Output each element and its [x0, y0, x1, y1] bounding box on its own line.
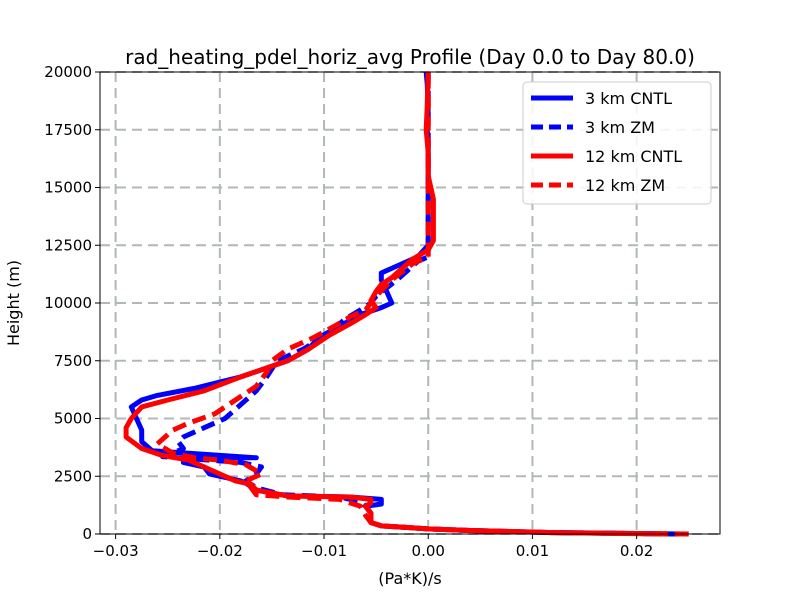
chart-title: rad_heating_pdel_horiz_avg Profile (Day …: [125, 45, 695, 69]
legend-label: 12 km ZM: [585, 176, 665, 195]
y-tick-label: 17500: [44, 121, 92, 139]
y-tick-label: 0: [82, 525, 92, 543]
series-line-4: [154, 72, 689, 537]
legend: 3 km CNTL 3 km ZM 12 km CNTL 12 km ZM: [522, 81, 712, 205]
y-tick-label: 15000: [44, 179, 92, 197]
y-tick-label: 5000: [54, 410, 92, 428]
y-tick-label: 12500: [44, 236, 92, 254]
x-tick-label: −0.01: [301, 542, 347, 560]
x-axis-label: (Pa*K)/s: [378, 569, 441, 588]
legend-label: 3 km CNTL: [585, 89, 672, 108]
x-tick-label: 0.01: [516, 542, 549, 560]
x-tick-label: 0.00: [412, 542, 445, 560]
y-axis-label: Height (m): [4, 260, 23, 346]
x-tick-label: 0.02: [620, 542, 653, 560]
x-tick-label: −0.03: [93, 542, 139, 560]
legend-label: 12 km CNTL: [585, 147, 682, 166]
y-tick-label: 20000: [44, 63, 92, 81]
legend-box: [522, 81, 712, 205]
series-line-3: [123, 71, 668, 537]
legend-label: 3 km ZM: [585, 118, 655, 137]
y-tick-label: 2500: [54, 467, 92, 485]
y-axis: 0 2500 5000 7500 10000 12500 15000 17500 20000: [44, 63, 100, 543]
y-tick-label: 10000: [44, 294, 92, 312]
series-layer: [123, 71, 689, 537]
y-tick-label: 7500: [54, 352, 92, 370]
x-axis: −0.03 −0.02 −0.01 0.00 0.01 0.02: [93, 534, 653, 560]
x-tick-label: −0.02: [197, 542, 243, 560]
